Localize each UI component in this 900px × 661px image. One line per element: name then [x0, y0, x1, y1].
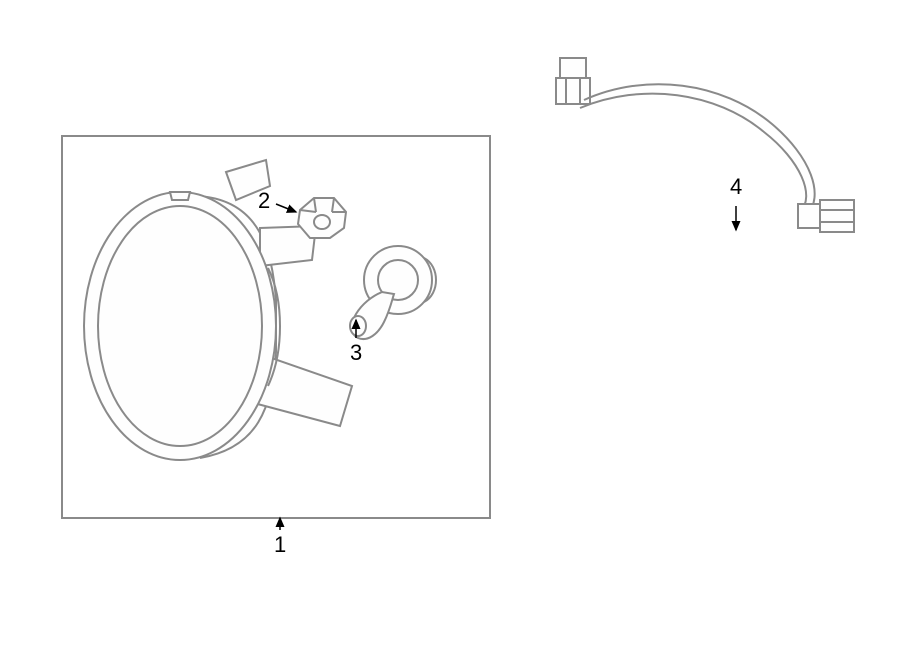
diagram-svg [0, 0, 900, 661]
callout-label-1: 1 [274, 532, 286, 558]
part-bulb-socket [350, 246, 436, 339]
callout-arrows [276, 204, 736, 530]
part-wiring-harness [556, 58, 854, 232]
part-retainer-nut [298, 198, 346, 238]
callout-label-4: 4 [730, 174, 742, 200]
callout-label-3: 3 [350, 340, 362, 366]
diagram-stage: 1 2 3 4 [0, 0, 900, 661]
callout-label-2: 2 [258, 188, 270, 214]
